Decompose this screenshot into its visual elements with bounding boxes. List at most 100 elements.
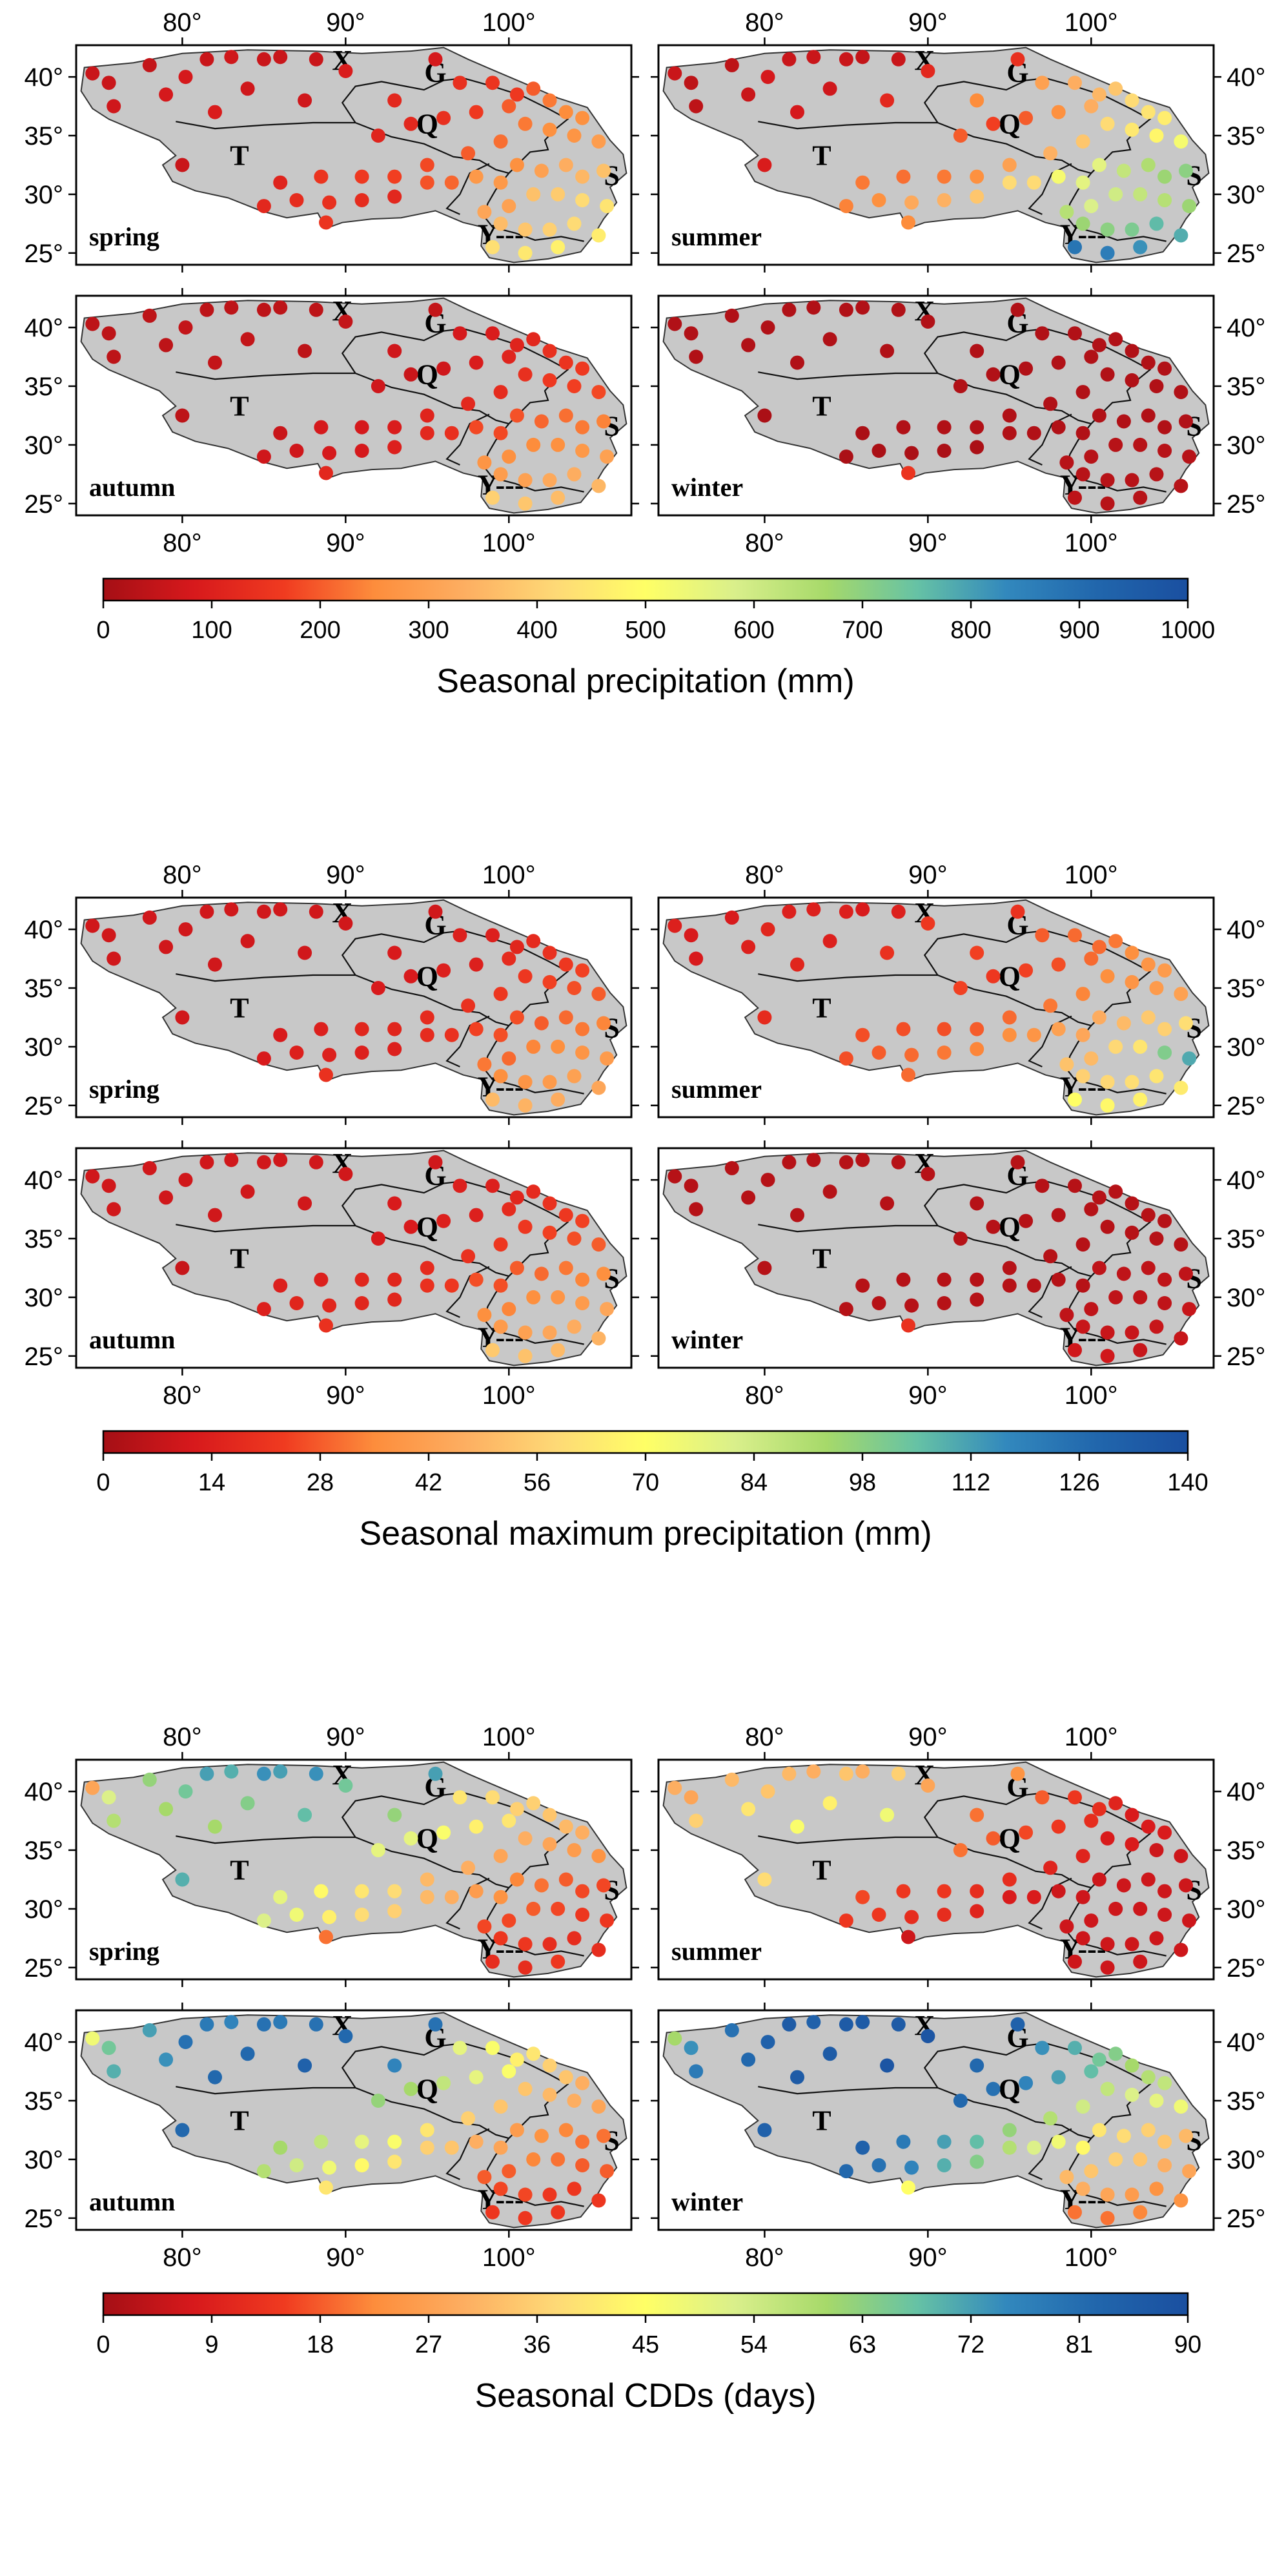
- station-point: [319, 1318, 333, 1333]
- region-border: [463, 77, 569, 174]
- station-point: [1068, 2041, 1082, 2056]
- station-point: [591, 987, 606, 1002]
- station-point: [256, 1913, 271, 1928]
- station-point: [493, 1931, 508, 1946]
- station-point: [224, 1764, 239, 1779]
- station-point: [1068, 490, 1082, 505]
- station-point: [937, 1046, 952, 1060]
- lon-tick-label: 80°: [163, 861, 201, 889]
- region-label: Q: [999, 1822, 1021, 1854]
- station-point: [354, 1884, 369, 1899]
- station-point: [298, 1196, 312, 1211]
- station-point: [428, 2017, 443, 2032]
- region-label: Q: [999, 960, 1021, 992]
- lat-tick-label: 25°: [1227, 1954, 1266, 1983]
- region-border: [176, 1835, 356, 1844]
- station-point: [322, 446, 337, 460]
- station-point: [1026, 426, 1041, 440]
- station-point: [596, 414, 611, 429]
- station-point: [319, 466, 333, 480]
- station-point: [1068, 1343, 1082, 1357]
- colorbar-tick-label: 81: [1066, 2331, 1093, 2358]
- station-point: [199, 904, 214, 919]
- region-label: Q: [416, 960, 438, 992]
- station-point: [518, 2210, 533, 2225]
- station-point: [790, 105, 804, 119]
- station-point: [224, 2015, 239, 2030]
- colorbar-tick-label: 84: [740, 1469, 768, 1496]
- station-point: [1084, 1913, 1099, 1928]
- station-point: [178, 2035, 193, 2050]
- station-point: [1108, 1901, 1123, 1916]
- station-point: [1043, 1249, 1058, 1264]
- station-point: [1075, 1027, 1090, 1042]
- station-point: [921, 314, 935, 329]
- station-point: [1133, 1901, 1148, 1916]
- lat-tick-label: 40°: [25, 916, 64, 944]
- station-point: [256, 52, 271, 67]
- station-point: [1141, 1872, 1156, 1887]
- lat-tick-label: 30°: [1227, 1033, 1266, 1062]
- station-point: [741, 2052, 756, 2067]
- station-point: [371, 129, 385, 143]
- lon-tick-label: 90°: [326, 1381, 365, 1410]
- station-point: [354, 169, 369, 184]
- station-point: [1157, 963, 1172, 978]
- station-point: [354, 420, 369, 435]
- lon-tick-label: 100°: [1065, 2243, 1118, 2272]
- station-point: [420, 1261, 434, 1275]
- station-point: [871, 1296, 886, 1310]
- station-point: [469, 957, 484, 972]
- station-point: [1075, 987, 1090, 1002]
- station-point: [591, 2099, 606, 2114]
- station-point: [575, 963, 590, 978]
- station-point: [403, 367, 418, 382]
- station-point: [904, 2160, 919, 2175]
- station-point: [1133, 1290, 1148, 1304]
- station-point: [1075, 216, 1090, 231]
- station-point: [469, 2134, 484, 2149]
- station-point: [1125, 1837, 1139, 1851]
- station-point: [403, 969, 418, 984]
- lon-tick-label: 80°: [163, 529, 201, 557]
- region-border: [176, 2086, 356, 2095]
- lon-tick-label: 90°: [908, 8, 948, 37]
- station-point: [558, 2070, 573, 2085]
- station-point: [502, 2064, 516, 2079]
- station-point: [1149, 2181, 1164, 2196]
- station-point: [839, 199, 853, 214]
- station-point: [319, 215, 333, 230]
- station-point: [1100, 969, 1115, 984]
- station-point: [107, 1813, 121, 1828]
- maxprecip-section: X G Q T S Y--- spring 80° 90° 100° 40° 35° 30° 25° X G Q…: [0, 852, 1284, 1711]
- station-point: [85, 316, 100, 331]
- station-point: [314, 1884, 329, 1899]
- colorbar-tick-label: 45: [632, 2331, 659, 2358]
- station-point: [806, 1764, 821, 1779]
- station-point: [509, 2052, 524, 2067]
- colorbar-tick-label: 100: [191, 617, 232, 644]
- lat-tick-label: 30°: [25, 181, 64, 209]
- station-point: [880, 344, 895, 358]
- station-point: [896, 420, 911, 435]
- station-point: [1149, 1843, 1164, 1857]
- station-point: [387, 420, 402, 435]
- station-point: [1141, 105, 1156, 119]
- lon-tick-label: 100°: [482, 1381, 536, 1410]
- station-point: [896, 169, 911, 184]
- station-point: [822, 934, 837, 949]
- station-point: [1116, 1016, 1131, 1031]
- station-point: [518, 496, 533, 511]
- station-point: [493, 2181, 508, 2196]
- station-point: [1075, 1069, 1090, 1084]
- station-point: [461, 146, 476, 161]
- station-point: [575, 110, 590, 125]
- station-point: [534, 2128, 549, 2143]
- station-point: [85, 918, 100, 933]
- station-point: [1075, 1890, 1090, 1904]
- station-point: [319, 2180, 333, 2195]
- station-point: [575, 1272, 590, 1287]
- station-point: [684, 76, 698, 90]
